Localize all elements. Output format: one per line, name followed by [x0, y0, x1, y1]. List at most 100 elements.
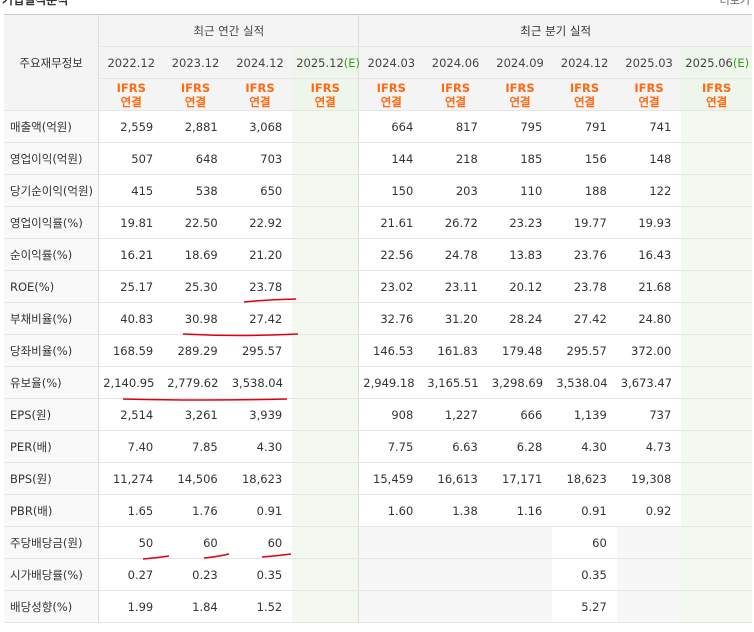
table-cell: 144 [358, 142, 424, 175]
table-cell: 185 [487, 142, 553, 175]
table-cell: 23.11 [423, 270, 488, 303]
table-cell [616, 526, 682, 559]
table-cell: 4.73 [616, 430, 682, 463]
period-header: 2023.12 [163, 46, 228, 79]
table-row: EPS(원) 2,514 3,261 3,939 908 1,227 666 1,139 737 [4, 398, 752, 431]
table-cell [681, 206, 752, 239]
table-cell: 24.78 [423, 238, 488, 271]
table-cell: 60 [163, 526, 228, 559]
table-cell: 4.30 [552, 430, 617, 463]
table-cell [681, 526, 752, 559]
table-cell [358, 526, 424, 559]
table-cell: 32.76 [358, 302, 424, 335]
row-label: 주당배당금(원) [4, 526, 100, 559]
basis-header: IFRS 연결 [616, 78, 682, 111]
row-label: PBR(배) [4, 494, 100, 527]
table-cell: 16.43 [616, 238, 682, 271]
table-cell: 741 [616, 110, 682, 143]
table-row: PBR(배) 1.65 1.76 0.91 1.60 1.38 1.16 0.91 0.92 [4, 494, 752, 527]
basis-ifrs-label: IFRS [245, 80, 275, 95]
table-cell: 737 [616, 398, 682, 431]
annual-group-header: 최근 연간 실적 [98, 14, 360, 47]
table-cell [681, 366, 752, 399]
table-cell [487, 558, 553, 591]
table-cell: 295.57 [552, 334, 617, 367]
table-cell: 21.68 [616, 270, 682, 303]
table-cell: 23.76 [552, 238, 617, 271]
table-cell: 1.65 [98, 494, 164, 527]
period-label: 2024.06 [431, 55, 480, 70]
basis-header: IFRS 연결 [163, 78, 228, 111]
table-cell: 22.92 [227, 206, 293, 239]
table-cell: 24.80 [616, 302, 682, 335]
table-cell: 3,068 [227, 110, 293, 143]
table-cell: 60 [227, 526, 293, 559]
table-cell: 19.93 [616, 206, 682, 239]
table-row: 부채비율(%) 40.83 30.98 27.42 32.76 31.20 28.24 27.… [4, 302, 752, 335]
period-label: 2025.03 [625, 55, 673, 70]
table-cell: 3,538.04 [552, 366, 617, 399]
table-cell: 2,140.95 [98, 366, 164, 399]
table-cell: 666 [487, 398, 553, 431]
table-cell [292, 462, 360, 495]
table-cell: 18.69 [163, 238, 228, 271]
period-header: 2025.03 [616, 46, 682, 79]
basis-consolidated-label: 연결 [380, 94, 402, 109]
basis-consolidated-label: 연결 [120, 94, 142, 109]
table-cell [292, 334, 360, 367]
basis-ifrs-label: IFRS [569, 80, 600, 95]
table-cell: 179.48 [487, 334, 553, 367]
row-label: 영업이익(억원) [4, 142, 100, 175]
more-link[interactable]: 더보기 [719, 0, 750, 7]
table-cell: 148 [616, 142, 682, 175]
period-label: 2022.12 [107, 55, 156, 70]
table-cell: 3,261 [163, 398, 228, 431]
table-cell [681, 142, 752, 175]
row-label: 당기순이익(억원) [4, 174, 100, 207]
table-cell [292, 302, 360, 335]
table-cell: 18,623 [227, 462, 293, 495]
table-cell: 2,949.18 [358, 366, 424, 399]
table-cell: 817 [423, 110, 488, 143]
basis-ifrs-label: IFRS [310, 80, 340, 95]
table-cell [292, 590, 360, 623]
table-cell: 26.72 [423, 206, 488, 239]
table-cell: 3,298.69 [487, 366, 553, 399]
table-row: 배당성향(%) 1.99 1.84 1.52 5.27 [4, 590, 752, 623]
table-cell [423, 558, 488, 591]
financial-table: 주요재무정보 최근 연간 실적 최근 분기 실적 2022.12 2023.12 2… [4, 14, 752, 623]
table-row: 영업이익률(%) 19.81 22.50 22.92 21.61 26.72 23.23 19… [4, 206, 752, 239]
basis-ifrs-label: IFRS [180, 80, 211, 95]
table-cell: 31.20 [423, 302, 488, 335]
period-label: 2025.06 [685, 55, 733, 70]
table-cell [681, 462, 752, 495]
table-cell: 4.30 [227, 430, 293, 463]
table-cell: 22.50 [163, 206, 228, 239]
table-cell [681, 270, 752, 303]
table-cell: 17,171 [487, 462, 553, 495]
table-row: 주당배당금(원) 50 60 60 60 [4, 526, 752, 559]
table-cell [616, 590, 682, 623]
table-cell: 1.52 [227, 590, 293, 623]
table-cell: 23.02 [358, 270, 424, 303]
period-label: 2025.12 [296, 55, 344, 70]
table-cell: 538 [163, 174, 228, 207]
table-cell: 7.85 [163, 430, 228, 463]
basis-consolidated-label: 연결 [249, 94, 271, 109]
table-cell: 14,506 [163, 462, 228, 495]
table-cell: 188 [552, 174, 617, 207]
basis-consolidated-label: 연결 [509, 94, 531, 109]
period-header: 2025.06(E) [681, 46, 752, 79]
table-cell: 150 [358, 174, 424, 207]
row-label: 배당성향(%) [4, 590, 100, 623]
table-row: 영업이익(억원) 507 648 703 144 218 185 156 148 [4, 142, 752, 175]
basis-header: IFRS 연결 [552, 78, 617, 111]
table-cell: 27.42 [227, 302, 293, 335]
table-cell [681, 334, 752, 367]
table-cell: 16,613 [423, 462, 488, 495]
period-header: 2024.12 [552, 46, 617, 79]
basis-header: IFRS 연결 [681, 78, 752, 111]
table-cell [616, 558, 682, 591]
table-cell [292, 430, 360, 463]
row-label: BPS(원) [4, 462, 100, 495]
